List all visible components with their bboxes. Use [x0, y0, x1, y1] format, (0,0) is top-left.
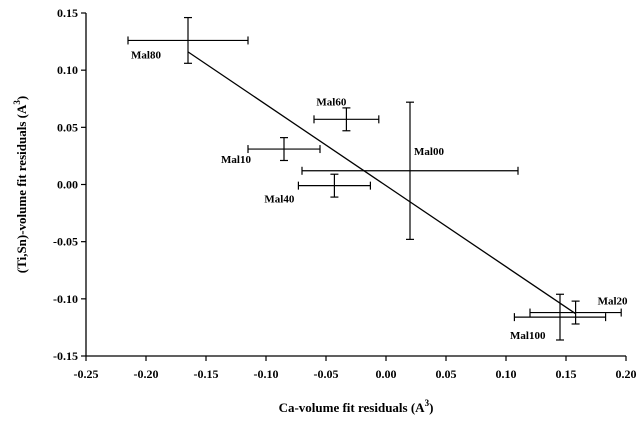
point-label: Mal10 [221, 154, 251, 166]
y-tick-label: 0.05 [57, 120, 78, 134]
point-label: Mal00 [414, 146, 444, 158]
x-axis-label: Ca-volume fit residuals (A3) [279, 398, 434, 415]
x-tick-label: 0.05 [436, 367, 457, 381]
y-tick-label: -0.15 [53, 349, 78, 363]
data-point: Mal100 [510, 293, 607, 342]
y-tick-label: -0.05 [53, 235, 78, 249]
x-tick-label: 0.15 [556, 367, 577, 381]
x-tick-label: -0.25 [74, 367, 99, 381]
x-tick-label: -0.15 [194, 367, 219, 381]
point-label: Mal20 [598, 296, 628, 308]
data-point: Mal10 [221, 137, 321, 166]
axes: -0.25 -0.20 -0.15 -0.10 -0.05 0.00 0.05 0.10 0.1… [53, 6, 637, 381]
y-tick-label: 0.10 [57, 63, 78, 77]
data-point: Mal80 [127, 16, 249, 64]
data-point: Mal20 [529, 296, 628, 325]
point-label: Mal40 [264, 194, 294, 206]
point-label: Mal60 [316, 96, 346, 108]
x-tick-label: -0.10 [254, 367, 279, 381]
fit-line [187, 51, 576, 315]
x-tick-label: 0.20 [616, 367, 637, 381]
y-tick-label: 0.15 [57, 6, 78, 20]
point-label: Mal80 [131, 49, 161, 61]
data-point: Mal40 [264, 173, 371, 206]
data-point: Mal00 [301, 101, 519, 240]
x-tick-label: 0.10 [496, 367, 517, 381]
x-tick-label: -0.05 [314, 367, 339, 381]
y-tick-label: -0.10 [53, 292, 78, 306]
y-axis-label: (Ti,Sn)-volume fit residuals (A3) [12, 96, 29, 273]
fit-line-group [187, 51, 576, 315]
data-point: Mal60 [313, 96, 380, 132]
point-label: Mal100 [510, 330, 546, 342]
data-points-group: Mal80 Mal60 Mal10 Mal00 Mal40 Mal20 Mal100 [127, 16, 628, 342]
y-tick-label: 0.00 [57, 178, 78, 192]
x-tick-label: 0.00 [376, 367, 397, 381]
x-tick-label: -0.20 [134, 367, 159, 381]
